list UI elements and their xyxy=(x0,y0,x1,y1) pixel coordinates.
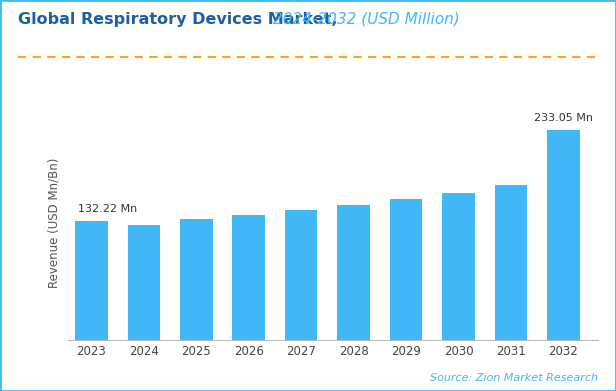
Text: 2024-2032 (USD Million): 2024-2032 (USD Million) xyxy=(268,12,460,27)
Bar xyxy=(495,185,527,340)
Bar xyxy=(547,130,580,340)
Bar xyxy=(338,205,370,340)
Text: Global Respiratory Devices Market,: Global Respiratory Devices Market, xyxy=(18,12,338,27)
Bar xyxy=(128,225,160,340)
Y-axis label: Revenue (USD Mn/Bn): Revenue (USD Mn/Bn) xyxy=(48,158,61,288)
Text: Source: Zion Market Research: Source: Zion Market Research xyxy=(429,373,598,383)
Text: CAGR : 6.50%: CAGR : 6.50% xyxy=(31,69,132,82)
Text: 132.22 Mn: 132.22 Mn xyxy=(78,204,137,213)
Text: 233.05 Mn: 233.05 Mn xyxy=(534,113,593,123)
Bar xyxy=(285,210,317,340)
Bar xyxy=(390,199,423,340)
Bar xyxy=(75,221,108,340)
Bar xyxy=(232,215,265,340)
Bar xyxy=(442,193,475,340)
Bar xyxy=(180,219,213,340)
